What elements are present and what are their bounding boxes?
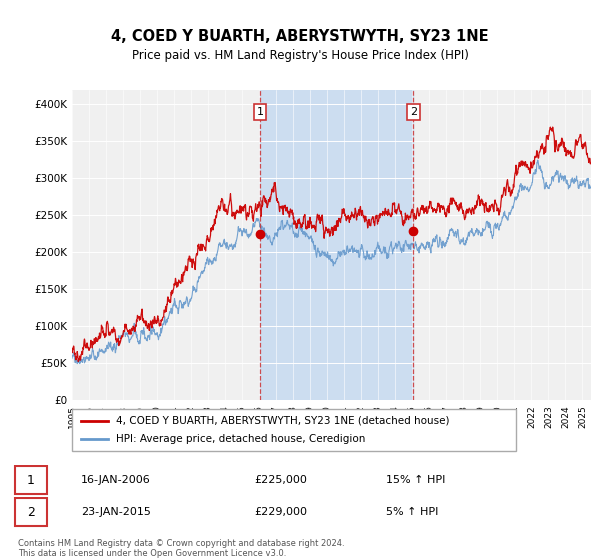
Text: 1: 1 <box>256 107 263 117</box>
Bar <box>260 90 413 400</box>
Text: 5% ↑ HPI: 5% ↑ HPI <box>386 507 439 517</box>
Text: 2: 2 <box>410 107 417 117</box>
Text: £225,000: £225,000 <box>254 475 307 485</box>
FancyBboxPatch shape <box>15 498 47 526</box>
Text: 15% ↑ HPI: 15% ↑ HPI <box>386 475 446 485</box>
Text: 23-JAN-2015: 23-JAN-2015 <box>81 507 151 517</box>
Text: Contains HM Land Registry data © Crown copyright and database right 2024.
This d: Contains HM Land Registry data © Crown c… <box>18 539 344 558</box>
Text: 2: 2 <box>27 506 35 519</box>
Text: HPI: Average price, detached house, Ceredigion: HPI: Average price, detached house, Cere… <box>116 434 366 444</box>
Text: 4, COED Y BUARTH, ABERYSTWYTH, SY23 1NE: 4, COED Y BUARTH, ABERYSTWYTH, SY23 1NE <box>111 29 489 44</box>
FancyBboxPatch shape <box>15 466 47 494</box>
Text: Price paid vs. HM Land Registry's House Price Index (HPI): Price paid vs. HM Land Registry's House … <box>131 49 469 63</box>
Text: 16-JAN-2006: 16-JAN-2006 <box>81 475 151 485</box>
Text: £229,000: £229,000 <box>254 507 307 517</box>
Text: 1: 1 <box>27 474 35 487</box>
Text: 4, COED Y BUARTH, ABERYSTWYTH, SY23 1NE (detached house): 4, COED Y BUARTH, ABERYSTWYTH, SY23 1NE … <box>116 416 450 426</box>
FancyBboxPatch shape <box>72 409 516 451</box>
